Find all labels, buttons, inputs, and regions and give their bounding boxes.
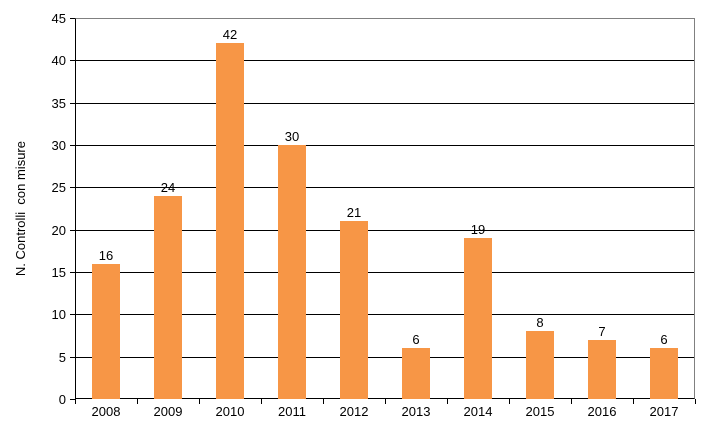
y-tick-label-40: 40 <box>51 53 66 68</box>
bar-2010 <box>216 43 244 399</box>
gridline-30 <box>75 145 695 146</box>
y-tick-label-5: 5 <box>58 350 66 365</box>
bar-2014 <box>464 238 492 399</box>
bar-2015 <box>526 331 554 399</box>
bar-value-label-2009: 24 <box>160 180 176 195</box>
gridline-35 <box>75 103 695 104</box>
y-tick-35 <box>70 103 75 104</box>
x-tick-2 <box>199 399 200 404</box>
x-tick-6 <box>447 399 448 404</box>
x-category-label-2013: 2013 <box>401 404 431 419</box>
x-category-label-2009: 2009 <box>153 404 183 419</box>
y-tick-25 <box>70 187 75 188</box>
bar-value-label-2014: 19 <box>470 222 486 237</box>
gridline-20 <box>75 230 695 231</box>
x-category-label-2017: 2017 <box>649 404 679 419</box>
y-tick-0 <box>70 399 75 400</box>
bar-value-label-2015: 8 <box>536 315 544 330</box>
y-tick-label-30: 30 <box>51 138 66 153</box>
bar-2008 <box>92 264 120 399</box>
y-tick-40 <box>70 60 75 61</box>
bar-2009 <box>154 196 182 399</box>
x-category-label-2012: 2012 <box>339 404 369 419</box>
bar-value-label-2008: 16 <box>98 248 114 263</box>
x-tick-3 <box>261 399 262 404</box>
x-category-label-2015: 2015 <box>525 404 555 419</box>
y-axis-title-wrap: N. Controlli con misure <box>8 18 34 399</box>
x-category-label-2014: 2014 <box>463 404 493 419</box>
y-tick-label-15: 15 <box>51 265 66 280</box>
bar-value-label-2011: 30 <box>284 129 300 144</box>
x-category-label-2008: 2008 <box>91 404 121 419</box>
bar-value-label-2010: 42 <box>222 27 238 42</box>
bar-2013 <box>402 348 430 399</box>
x-tick-7 <box>509 399 510 404</box>
y-tick-45 <box>70 18 75 19</box>
bar-2011 <box>278 145 306 399</box>
bar-value-label-2013: 6 <box>412 332 420 347</box>
x-tick-1 <box>137 399 138 404</box>
bar-value-label-2012: 21 <box>346 205 362 220</box>
gridline-10 <box>75 314 695 315</box>
x-tick-5 <box>385 399 386 404</box>
bar-2012 <box>340 221 368 399</box>
y-tick-15 <box>70 272 75 273</box>
y-tick-label-0: 0 <box>58 392 66 407</box>
x-tick-4 <box>323 399 324 404</box>
bar-value-label-2017: 6 <box>660 332 668 347</box>
x-tick-0 <box>75 399 76 404</box>
y-tick-label-10: 10 <box>51 307 66 322</box>
y-tick-label-25: 25 <box>51 180 66 195</box>
y-tick-5 <box>70 357 75 358</box>
y-tick-10 <box>70 314 75 315</box>
x-category-label-2016: 2016 <box>587 404 617 419</box>
y-tick-label-45: 45 <box>51 11 66 26</box>
gridline-25 <box>75 187 695 188</box>
bar-value-label-2016: 7 <box>598 324 606 339</box>
gridline-40 <box>75 60 695 61</box>
plot-area <box>75 18 695 399</box>
x-tick-9 <box>633 399 634 404</box>
x-tick-8 <box>571 399 572 404</box>
y-tick-20 <box>70 230 75 231</box>
x-tick-10 <box>695 399 696 404</box>
bar-2016 <box>588 340 616 399</box>
x-category-label-2011: 2011 <box>278 404 306 419</box>
x-category-label-2010: 2010 <box>215 404 245 419</box>
bar-2017 <box>650 348 678 399</box>
y-axis-title: N. Controlli con misure <box>13 140 28 277</box>
gridline-15 <box>75 272 695 273</box>
y-tick-30 <box>70 145 75 146</box>
gridline-5 <box>75 357 695 358</box>
y-tick-label-20: 20 <box>51 223 66 238</box>
y-tick-label-35: 35 <box>51 96 66 111</box>
